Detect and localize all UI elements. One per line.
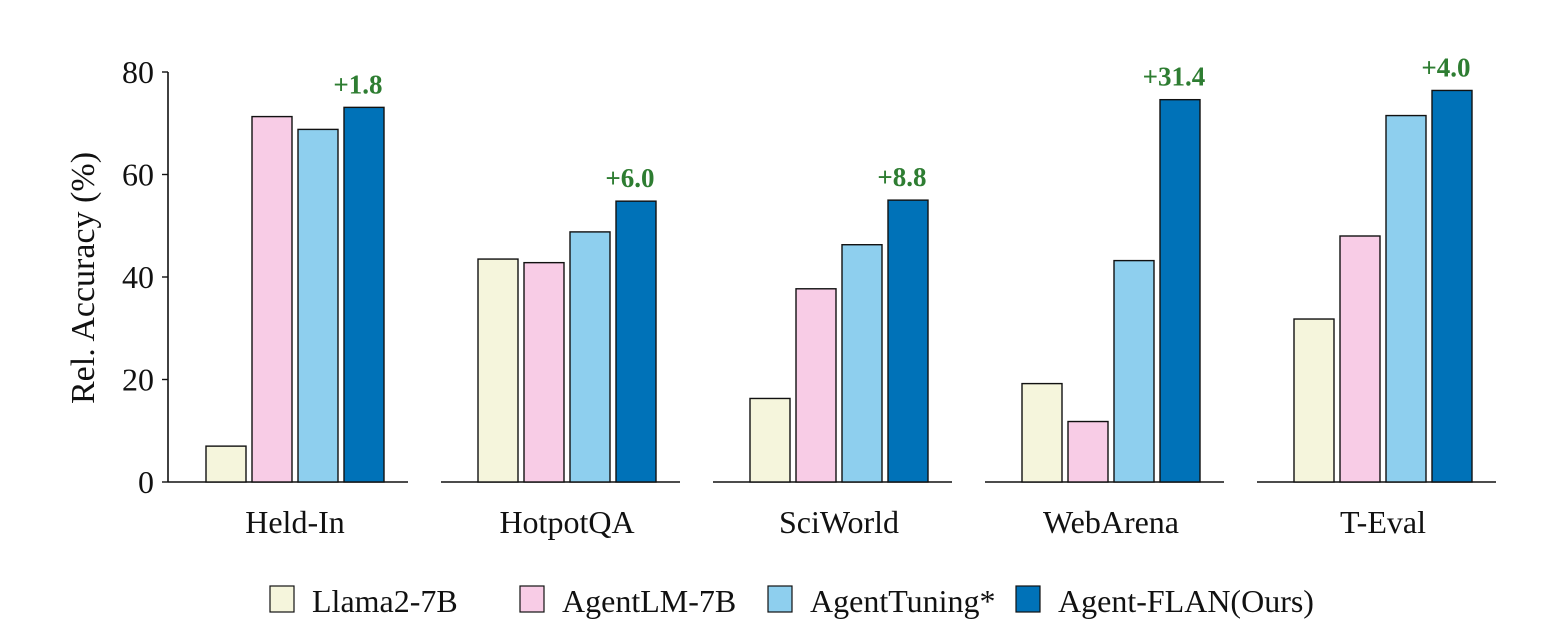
improvement-annotation: +8.8 xyxy=(877,162,926,192)
legend-swatch xyxy=(269,585,295,613)
bar xyxy=(841,244,883,483)
bar-group-webarena: +31.4 WebArena xyxy=(985,62,1224,540)
bar xyxy=(297,128,339,483)
y-tick-label: 0 xyxy=(138,464,154,500)
bar-group-held-in: +1.8 Held-In xyxy=(168,69,408,540)
bar xyxy=(1339,235,1381,483)
x-tick-label: T-Eval xyxy=(1340,504,1426,540)
bar-groups: +1.8 Held-In +6.0 HotpotQA +8.8 SciWorld +31.4… xyxy=(168,52,1496,540)
improvement-annotation: +4.0 xyxy=(1421,52,1470,82)
legend-item: Agent-FLAN(Ours) xyxy=(1015,583,1314,619)
bar xyxy=(887,199,929,483)
y-tick-label: 80 xyxy=(122,54,154,90)
bar xyxy=(1385,114,1427,483)
bar xyxy=(749,397,791,483)
bar-group-t-eval: +4.0 T-Eval xyxy=(1257,52,1496,540)
bar xyxy=(1293,318,1335,483)
legend-item: Llama2-7B xyxy=(269,583,458,619)
y-axis-label: Rel. Accuracy (%) xyxy=(65,152,102,404)
bar xyxy=(251,115,293,483)
bar xyxy=(1067,420,1109,483)
bar xyxy=(795,288,837,483)
improvement-annotation: +1.8 xyxy=(333,69,382,99)
legend: Llama2-7B AgentLM-7B AgentTuning* Agent-FLA… xyxy=(269,583,1314,619)
bar-group-hotpotqa: +6.0 HotpotQA xyxy=(441,163,680,540)
x-tick-label: Held-In xyxy=(245,504,345,540)
legend-label: AgentTuning* xyxy=(810,583,996,619)
y-tick-label: 20 xyxy=(122,362,154,398)
legend-item: AgentLM-7B xyxy=(519,583,736,619)
legend-label: Llama2-7B xyxy=(312,583,458,619)
y-axis-ticks: 0 20 40 60 80 xyxy=(122,54,168,500)
bar xyxy=(569,231,611,483)
legend-item: AgentTuning* xyxy=(767,583,996,619)
bar xyxy=(477,258,519,483)
improvement-annotation: +6.0 xyxy=(605,163,654,193)
bar xyxy=(615,200,657,483)
legend-label: AgentLM-7B xyxy=(562,583,736,619)
bar xyxy=(1021,382,1063,483)
y-tick-label: 60 xyxy=(122,157,154,193)
x-tick-label: WebArena xyxy=(1043,504,1179,540)
bar-group-sciworld: +8.8 SciWorld xyxy=(713,162,952,540)
bar xyxy=(1159,98,1201,483)
improvement-annotation: +31.4 xyxy=(1143,62,1206,92)
x-tick-label: SciWorld xyxy=(779,504,899,540)
y-tick-label: 40 xyxy=(122,259,154,295)
bar xyxy=(343,106,385,483)
bar xyxy=(523,261,565,483)
bar xyxy=(1113,259,1155,483)
x-tick-label: HotpotQA xyxy=(499,504,634,540)
bar xyxy=(205,445,247,483)
legend-swatch xyxy=(519,585,545,613)
bar xyxy=(1431,89,1473,483)
legend-label: Agent-FLAN(Ours) xyxy=(1058,583,1314,619)
legend-swatch xyxy=(767,585,793,613)
legend-swatch xyxy=(1015,585,1041,613)
